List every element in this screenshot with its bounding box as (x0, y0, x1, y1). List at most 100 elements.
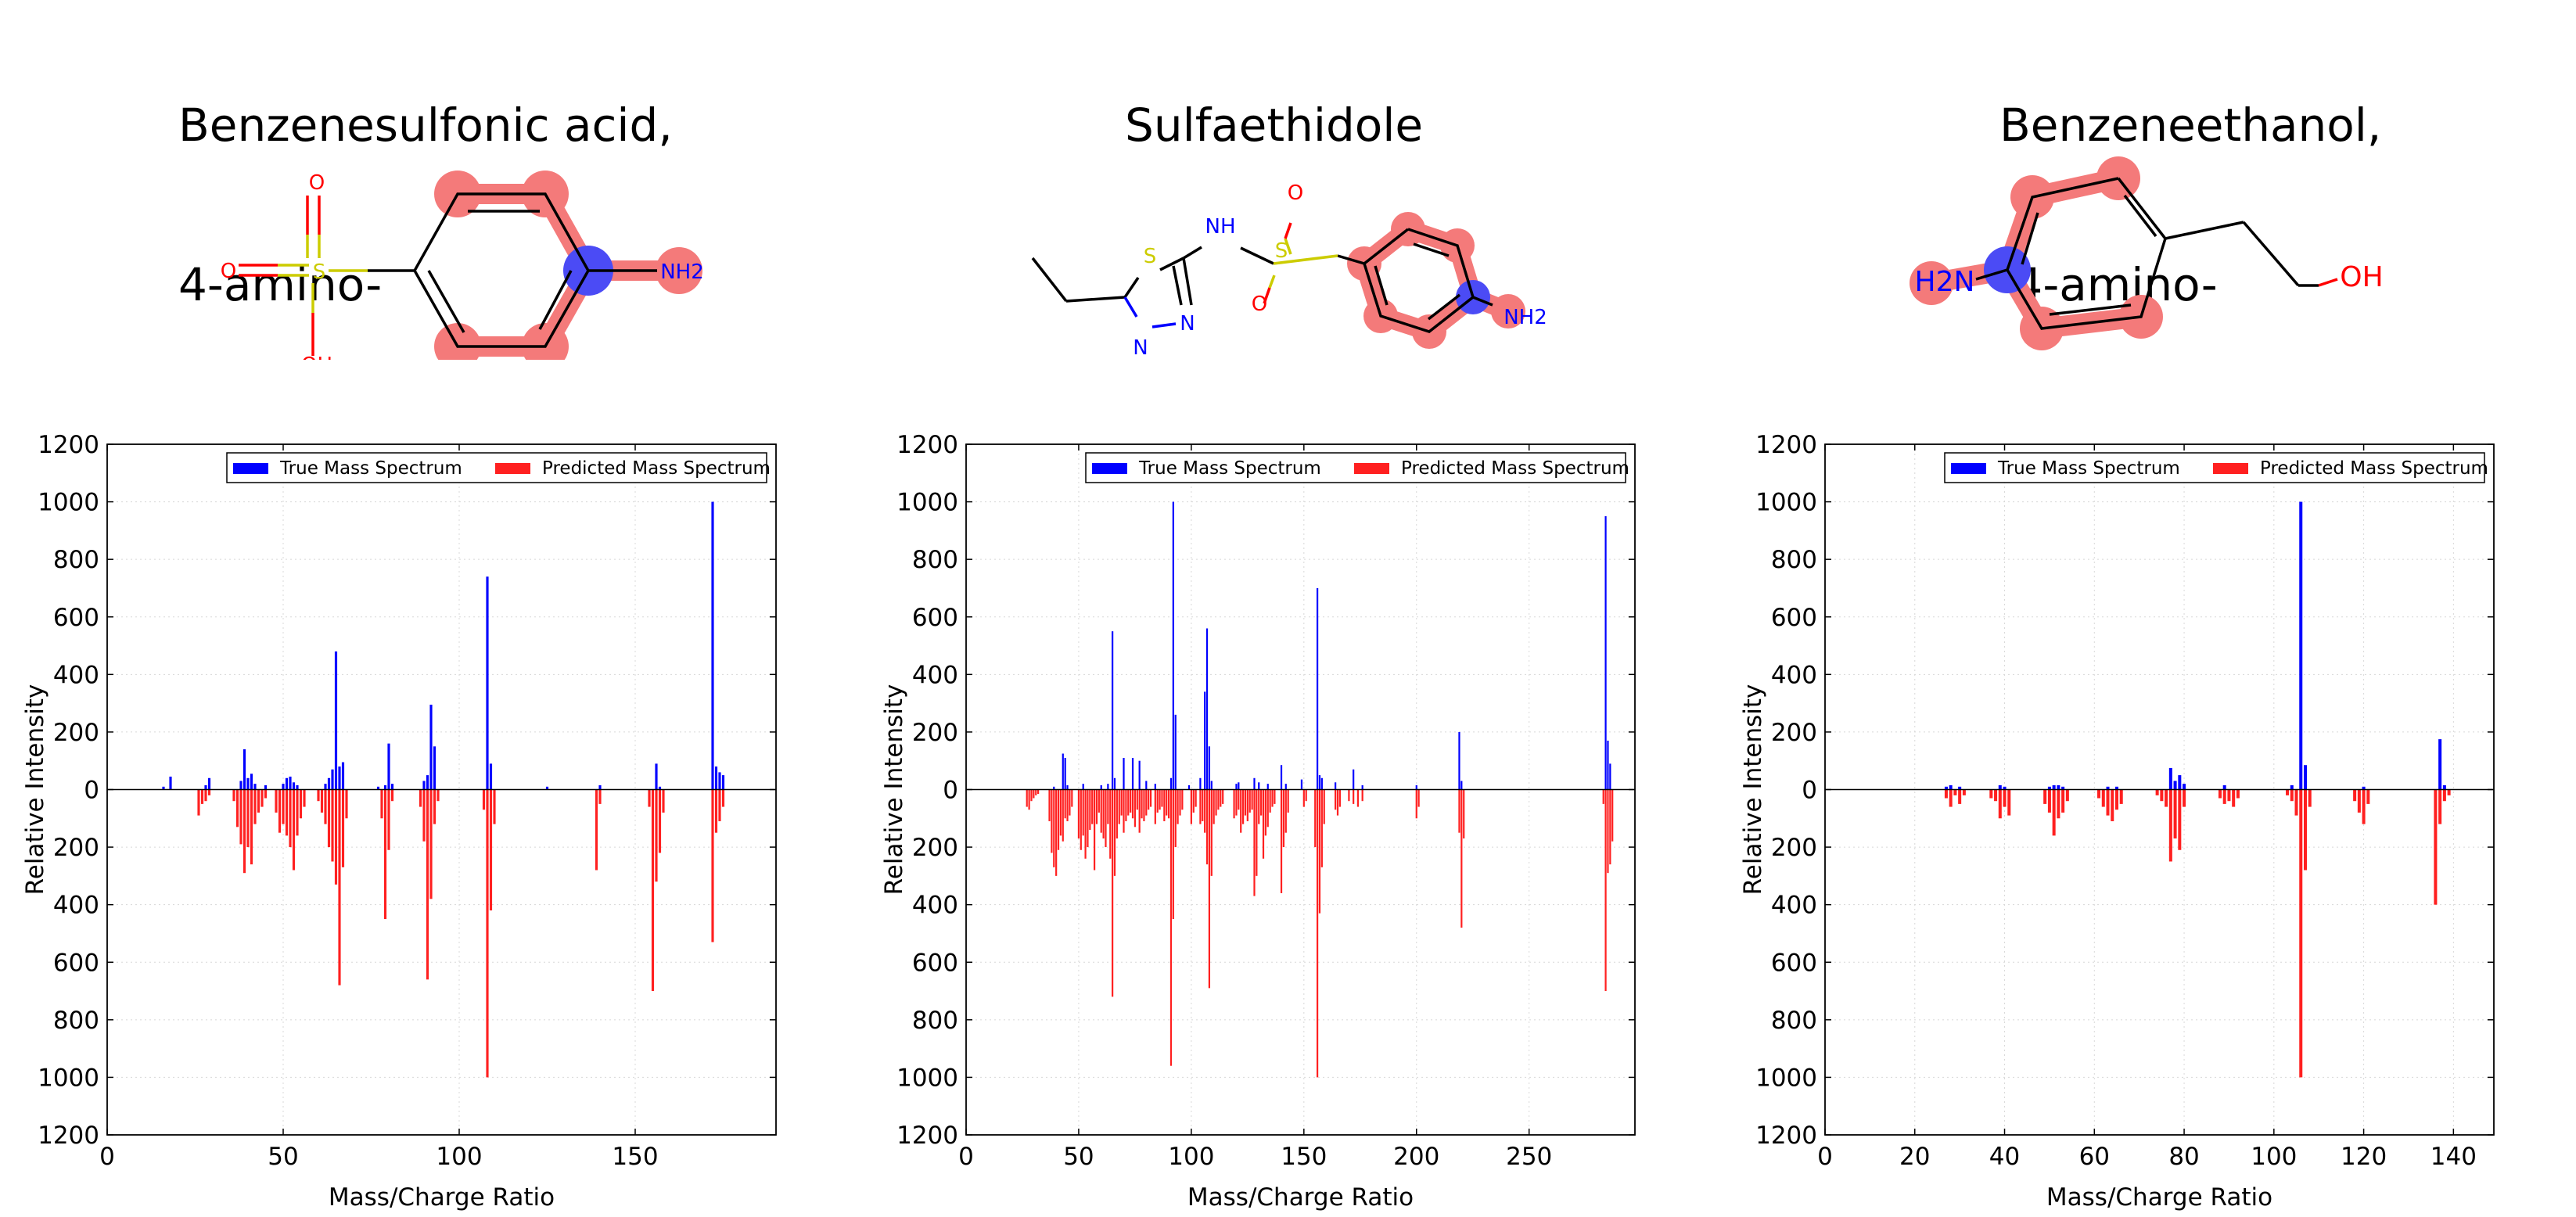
predicted-spectrum-bar (1048, 789, 1051, 821)
molecule-structure: H2N OH (1910, 156, 2384, 350)
atom-label: S (1144, 245, 1157, 268)
predicted-spectrum-bar (2057, 789, 2060, 819)
x-tick-label: 0 (99, 1143, 115, 1171)
predicted-spectrum-bar (296, 789, 299, 836)
predicted-spectrum-bar (1112, 789, 1114, 997)
predicted-spectrum-bar (1057, 789, 1060, 850)
atom-label: NH2 (660, 260, 704, 284)
predicted-spectrum-bar (1130, 789, 1132, 813)
atom-label: O (309, 171, 325, 195)
atom-label: S (313, 260, 326, 284)
predicted-spectrum-bar (289, 789, 292, 848)
title-line-2: 4-amino- (178, 258, 383, 311)
legend-swatch-true (1092, 463, 1127, 474)
predicted-spectrum-bar (1071, 789, 1073, 807)
predicted-spectrum-bar (1163, 789, 1166, 821)
true-spectrum-bar (324, 784, 327, 790)
predicted-spectrum-bar (2447, 789, 2451, 795)
true-spectrum-bar (658, 786, 662, 790)
predicted-spectrum-bar (1156, 789, 1159, 813)
true-spectrum-bar (1082, 784, 1084, 790)
predicted-spectrum-bar (1323, 789, 1325, 824)
true-spectrum-bar (1131, 758, 1134, 790)
true-spectrum-bar (655, 763, 658, 790)
predicted-spectrum-bar (1336, 789, 1339, 816)
legend-label-true: True Mass Spectrum (279, 458, 462, 479)
predicted-spectrum-bar (1213, 789, 1215, 824)
predicted-spectrum-bar (1120, 789, 1123, 816)
predicted-spectrum-bar (433, 789, 437, 824)
title-line-1: Sulfaethidole (1125, 99, 1424, 152)
y-tick-label: 800 (912, 1007, 958, 1035)
predicted-spectrum-bar (1102, 789, 1105, 839)
legend-label-true: True Mass Spectrum (1138, 458, 1321, 479)
x-tick-label: 200 (1393, 1143, 1439, 1171)
true-spectrum-bar (1258, 782, 1260, 790)
predicted-spectrum-bar (1116, 789, 1118, 839)
predicted-spectrum-bar (598, 789, 602, 804)
atom-label: N (1133, 336, 1148, 360)
predicted-spectrum-bar (2294, 789, 2298, 816)
x-tick-label: 60 (2079, 1143, 2110, 1171)
true-spectrum-bar (2438, 739, 2442, 790)
true-spectrum-bar (433, 746, 437, 790)
true-spectrum-bar (1353, 769, 1355, 790)
predicted-spectrum-bar (437, 789, 440, 802)
true-spectrum-bar (207, 777, 211, 790)
x-tick-label: 100 (436, 1143, 482, 1171)
predicted-spectrum-bar (243, 789, 246, 874)
predicted-spectrum-bar (1136, 789, 1138, 810)
x-tick-label: 0 (1817, 1143, 1833, 1171)
predicted-spectrum-bar (2438, 789, 2442, 824)
true-spectrum-bar (1066, 784, 1069, 790)
predicted-spectrum-bar (1098, 789, 1100, 813)
y-tick-label: 200 (53, 834, 99, 862)
true-spectrum-bar (341, 762, 345, 790)
molecule-structure: O O S NH2 OH (221, 171, 704, 360)
predicted-spectrum-bar (711, 789, 714, 942)
predicted-spectrum-bar (1148, 789, 1150, 810)
predicted-spectrum-bar (2007, 789, 2011, 816)
predicted-spectrum-bar (714, 789, 718, 833)
true-spectrum-bar (2222, 784, 2226, 790)
atom-label: OH (2340, 261, 2383, 293)
predicted-spectrum-bar (1458, 789, 1460, 833)
x-tick-label: 100 (1168, 1143, 1214, 1171)
predicted-spectrum-bar (303, 789, 306, 807)
predicted-spectrum-bar (1994, 789, 1998, 802)
predicted-spectrum-bar (2232, 789, 2236, 807)
predicted-spectrum-bar (1190, 789, 1192, 824)
predicted-spectrum-bar (1141, 789, 1143, 819)
predicted-spectrum-bar (718, 789, 721, 821)
panel-2: Sulfaethidole (859, 0, 1717, 1217)
y-tick-label: 600 (1771, 604, 1817, 632)
y-tick-label: 200 (53, 719, 99, 747)
true-spectrum-bar (1208, 746, 1211, 790)
true-spectrum-bar (1107, 784, 1109, 790)
predicted-spectrum-bar (1415, 789, 1417, 819)
title-line-2: 4-amino- (1999, 258, 2218, 311)
predicted-spectrum-bar (2353, 789, 2357, 802)
true-spectrum-bar (243, 749, 246, 790)
true-spectrum-bar (1064, 758, 1066, 790)
predicted-spectrum-bar (1248, 789, 1251, 813)
predicted-spectrum-bar (1604, 789, 1607, 992)
true-spectrum-bar (1320, 777, 1323, 790)
predicted-spectrum-bar (1105, 789, 1107, 848)
predicted-spectrum-bar (1205, 789, 1209, 865)
predicted-spectrum-bar (207, 789, 211, 795)
y-tick-label: 1000 (1755, 1064, 1817, 1092)
x-tick-label: 120 (2341, 1143, 2387, 1171)
predicted-spectrum-bar (1089, 789, 1091, 831)
predicted-spectrum-bar (292, 789, 296, 871)
predicted-spectrum-bar (1235, 789, 1238, 816)
predicted-spectrum-bar (285, 789, 289, 836)
compound-title: Benzeneethanol, 4-amino- (1999, 0, 2381, 418)
predicted-spectrum-bar (1463, 789, 1465, 839)
bonds (1975, 177, 2319, 330)
predicted-spectrum-bar (2061, 789, 2065, 813)
y-tick-label: 600 (912, 949, 958, 977)
true-spectrum-bar (1604, 515, 1607, 790)
predicted-spectrum-bar (2178, 789, 2182, 850)
predicted-spectrum-bar (2097, 789, 2101, 799)
